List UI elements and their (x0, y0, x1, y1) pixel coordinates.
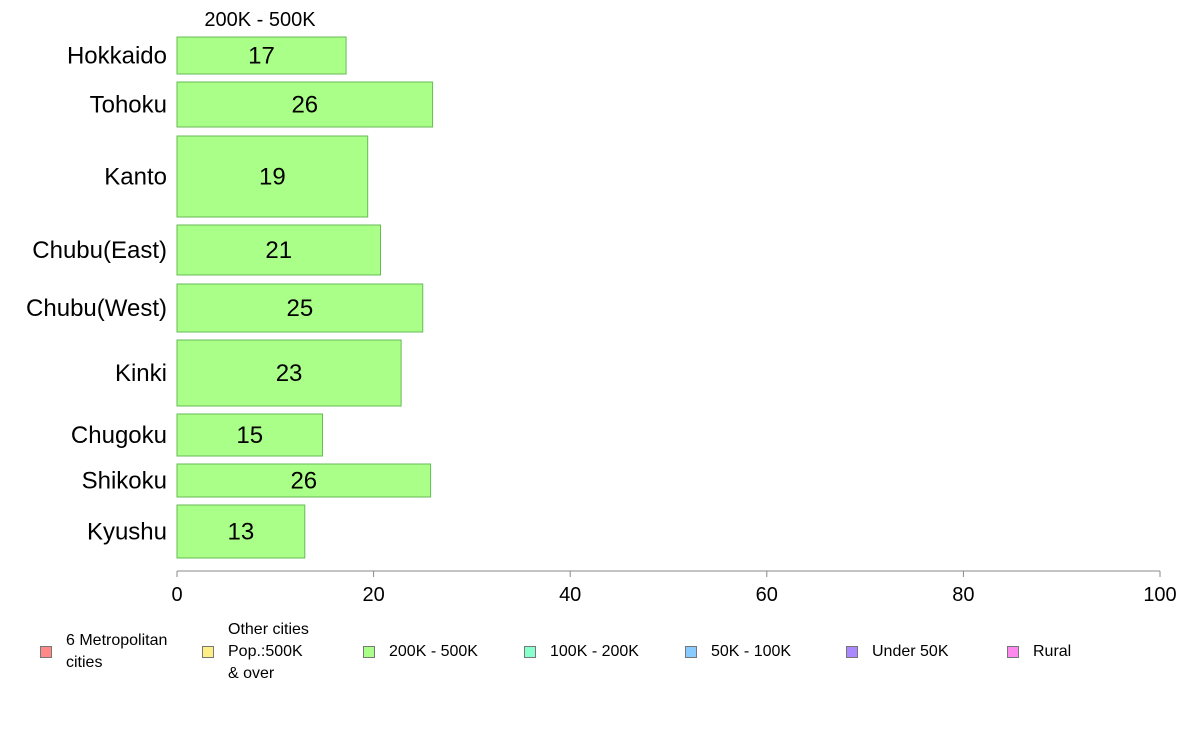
data-label: 17 (248, 43, 275, 70)
bar-Hokkaido (176, 36, 347, 75)
data-label: 23 (276, 360, 303, 387)
x-tick-label: 20 (362, 584, 384, 606)
bar-Chugoku (176, 413, 323, 457)
legend-item: 50K - 100K (685, 618, 791, 686)
legend-item: Other cities Pop.:500K & over (202, 618, 309, 686)
legend-label: Other cities Pop.:500K & over (228, 621, 309, 682)
legend-label: 50K - 100K (711, 643, 792, 660)
legend-label: 6 Metropolitan cities (66, 632, 168, 671)
legend-label: 200K - 500K (389, 643, 478, 660)
legend-swatch (1007, 646, 1019, 658)
bar-Kyushu (176, 504, 306, 559)
legend-label: Under 50K (872, 643, 949, 660)
legend-swatch (524, 646, 536, 658)
legend-swatch (685, 646, 697, 658)
x-tick-label: 40 (559, 584, 581, 606)
bar-Kanto (176, 135, 369, 218)
x-tick-label: 100 (1143, 584, 1176, 606)
category-label: Chugoku (71, 422, 167, 449)
x-tick-label: 0 (171, 584, 182, 606)
legend-item: 200K - 500K (363, 618, 478, 686)
legend-swatch (202, 646, 214, 658)
chart-title: 200K - 500K (204, 9, 316, 31)
legend-swatch (363, 646, 375, 658)
data-label: 15 (236, 422, 263, 449)
data-label: 26 (290, 468, 317, 495)
category-label: Tohoku (90, 92, 167, 119)
category-label: Shikoku (82, 468, 167, 495)
data-label: 26 (291, 92, 318, 119)
legend-swatch (846, 646, 858, 658)
bar-Chubu(East) (176, 224, 381, 276)
legend-swatch (40, 646, 52, 658)
legend-item: Under 50K (846, 618, 949, 686)
legend-label: Rural (1033, 643, 1072, 660)
category-label: Chubu(East) (32, 237, 167, 264)
category-label: Chubu(West) (26, 295, 167, 322)
data-label: 21 (265, 237, 292, 264)
x-tick-label: 60 (756, 584, 778, 606)
category-label: Hokkaido (67, 43, 167, 70)
legend-item: Rural (1007, 618, 1071, 686)
legend-item: 100K - 200K (524, 618, 639, 686)
category-label: Kanto (104, 164, 167, 191)
bar-Kinki (176, 339, 402, 407)
bar-Chubu(West) (176, 283, 424, 333)
data-label: 19 (259, 164, 286, 191)
bar-Tohoku (176, 81, 434, 128)
data-label: 13 (228, 519, 255, 546)
data-label: 25 (287, 295, 314, 322)
category-label: Kyushu (87, 519, 167, 546)
legend-label: 100K - 200K (550, 643, 639, 660)
bar-Shikoku (176, 463, 432, 498)
category-label: Kinki (115, 360, 167, 387)
x-tick-label: 80 (952, 584, 974, 606)
legend-item: 6 Metropolitan cities (40, 618, 167, 686)
